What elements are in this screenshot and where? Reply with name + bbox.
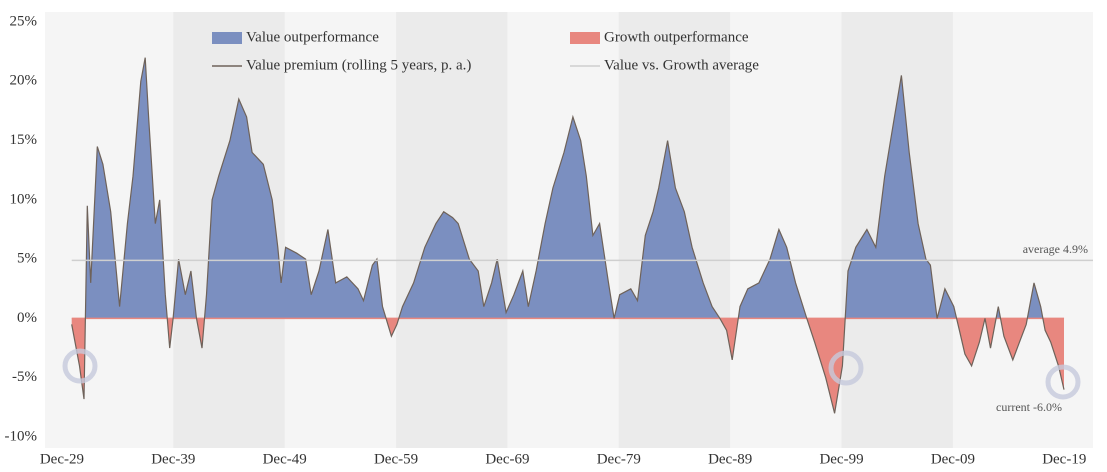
y-tick-label: 5% <box>17 251 37 267</box>
y-tick-label: 15% <box>10 132 38 148</box>
y-tick-label: 20% <box>10 73 38 89</box>
y-tick-label: 25% <box>10 13 38 29</box>
x-tick-label: Dec-69 <box>485 451 529 467</box>
legend-swatch <box>212 32 242 44</box>
legend-label: Value outperformance <box>246 29 379 45</box>
x-tick-label: Dec-49 <box>263 451 307 467</box>
legend-label: Growth outperformance <box>604 29 749 45</box>
x-tick-label: Dec-79 <box>597 451 641 467</box>
x-tick-label: Dec-19 <box>1042 451 1086 467</box>
x-tick-label: Dec-39 <box>151 451 195 467</box>
x-tick-label: Dec-89 <box>708 451 752 467</box>
current-label: current -6.0% <box>996 400 1062 414</box>
highlight-circle <box>62 348 98 384</box>
y-tick-label: 10% <box>10 191 38 207</box>
positive-area <box>85 57 1043 319</box>
x-tick-label: Dec-29 <box>40 451 84 467</box>
x-tick-label: Dec-59 <box>374 451 418 467</box>
y-tick-label: -5% <box>12 369 37 385</box>
x-tick-label: Dec-09 <box>931 451 975 467</box>
average-label: average 4.9% <box>1023 242 1088 256</box>
highlight-circle <box>1045 364 1081 400</box>
premium-line <box>71 57 1065 414</box>
legend-label: Value premium (rolling 5 years, p. a.) <box>246 57 471 73</box>
x-tick-label: Dec-99 <box>819 451 863 467</box>
legend-swatch <box>570 32 600 44</box>
legend-label: Value vs. Growth average <box>604 57 759 73</box>
y-tick-label: -10% <box>5 428 38 444</box>
y-tick-label: 0% <box>17 310 37 326</box>
highlight-circle <box>828 350 864 386</box>
negative-area <box>71 318 1064 414</box>
